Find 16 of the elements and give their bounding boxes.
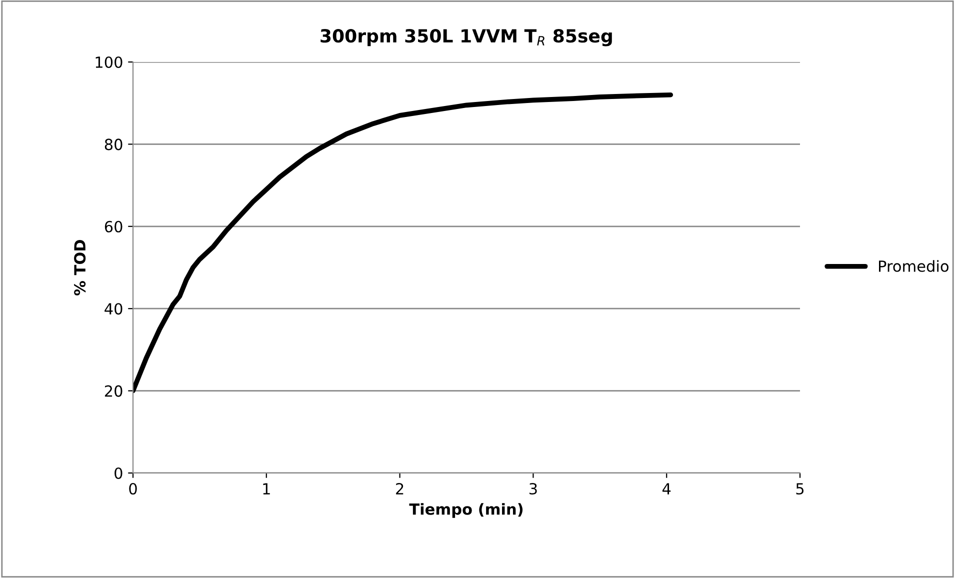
chart-title: 300rpm 350L 1VVM T$_{R}$ 85seg [320, 29, 612, 46]
x-tick-label: 0 [129, 482, 137, 495]
y-tick-label: 40 [104, 303, 122, 315]
y-tick-label: 60 [104, 220, 122, 232]
y-axis-title: % TOD [74, 240, 86, 296]
x-tick-label: 1 [263, 483, 270, 494]
x-tick-label: 3 [530, 482, 537, 495]
x-tick-label: 4 [662, 483, 671, 494]
y-tick-label: 20 [104, 385, 122, 397]
x-tick-label: 2 [396, 482, 404, 494]
y-tick-label: 80 [104, 138, 122, 150]
y-tick-label: 0 [114, 467, 122, 480]
legend-label: Promedio [879, 260, 948, 272]
y-tick-label: 100 [96, 56, 122, 68]
x-axis-title: Tiempo (min) [409, 503, 523, 518]
x-tick-label: 5 [796, 483, 804, 495]
